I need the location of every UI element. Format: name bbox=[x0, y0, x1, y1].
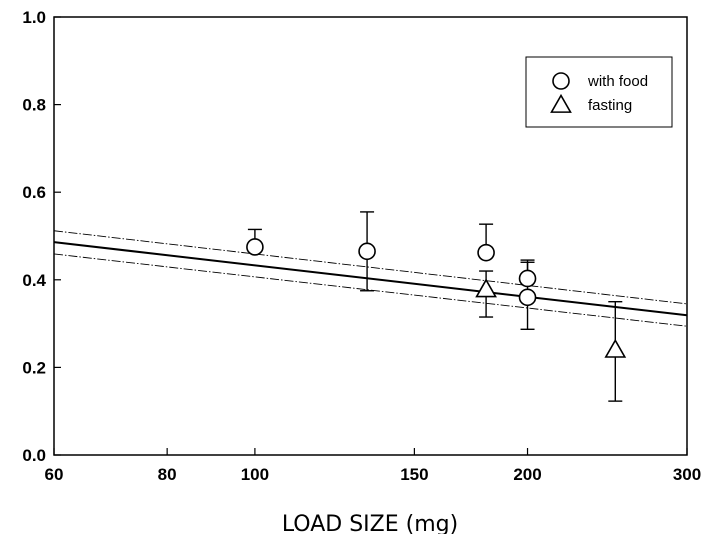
confidence-band-lower bbox=[53, 253, 688, 327]
confidence-band bbox=[53, 230, 688, 327]
y-tick-label: 0.8 bbox=[22, 96, 46, 115]
error-bars bbox=[247, 211, 623, 402]
y-tick-label: 1.0 bbox=[22, 8, 46, 27]
legend-label-fasting: fasting bbox=[588, 97, 632, 114]
data-point-circle bbox=[518, 269, 537, 288]
y-tick-label: 0.0 bbox=[22, 446, 46, 465]
regression-line bbox=[53, 241, 688, 317]
data-point-circle bbox=[246, 238, 264, 256]
data-markers bbox=[246, 238, 627, 358]
x-tick-label: 100 bbox=[241, 465, 269, 484]
x-tick-label: 60 bbox=[45, 465, 64, 484]
confidence-band-upper bbox=[53, 230, 688, 305]
data-point-triangle bbox=[604, 338, 627, 358]
data-point-circle bbox=[477, 243, 495, 262]
data-point-circle bbox=[518, 288, 537, 307]
y-tick-label: 0.2 bbox=[22, 358, 46, 377]
legend-markers bbox=[550, 72, 572, 113]
y-axis-ticks: 0.0 0.2 0.4 0.6 0.8 1.0 bbox=[22, 8, 61, 465]
data-point-circle bbox=[358, 242, 376, 261]
legend-marker-circle bbox=[552, 72, 570, 90]
x-axis-title: LOAD SIZE (mg) bbox=[282, 512, 458, 534]
legend-label-with-food: with food bbox=[587, 73, 648, 90]
x-tick-label: 200 bbox=[513, 465, 541, 484]
legend-box bbox=[525, 56, 673, 128]
x-tick-label: 150 bbox=[400, 465, 428, 484]
x-tick-label: 80 bbox=[158, 465, 177, 484]
x-axis-ticks: 60 80 100 150 200 300 bbox=[45, 448, 701, 484]
y-tick-label: 0.6 bbox=[22, 183, 46, 202]
legend: with food fasting bbox=[525, 56, 673, 128]
data-point-triangle bbox=[475, 278, 497, 298]
legend-marker-triangle bbox=[550, 93, 572, 113]
regression-line-group bbox=[53, 241, 688, 317]
y-tick-label: 0.4 bbox=[22, 271, 46, 290]
plot-frame bbox=[53, 16, 688, 456]
x-tick-label: 300 bbox=[673, 465, 701, 484]
